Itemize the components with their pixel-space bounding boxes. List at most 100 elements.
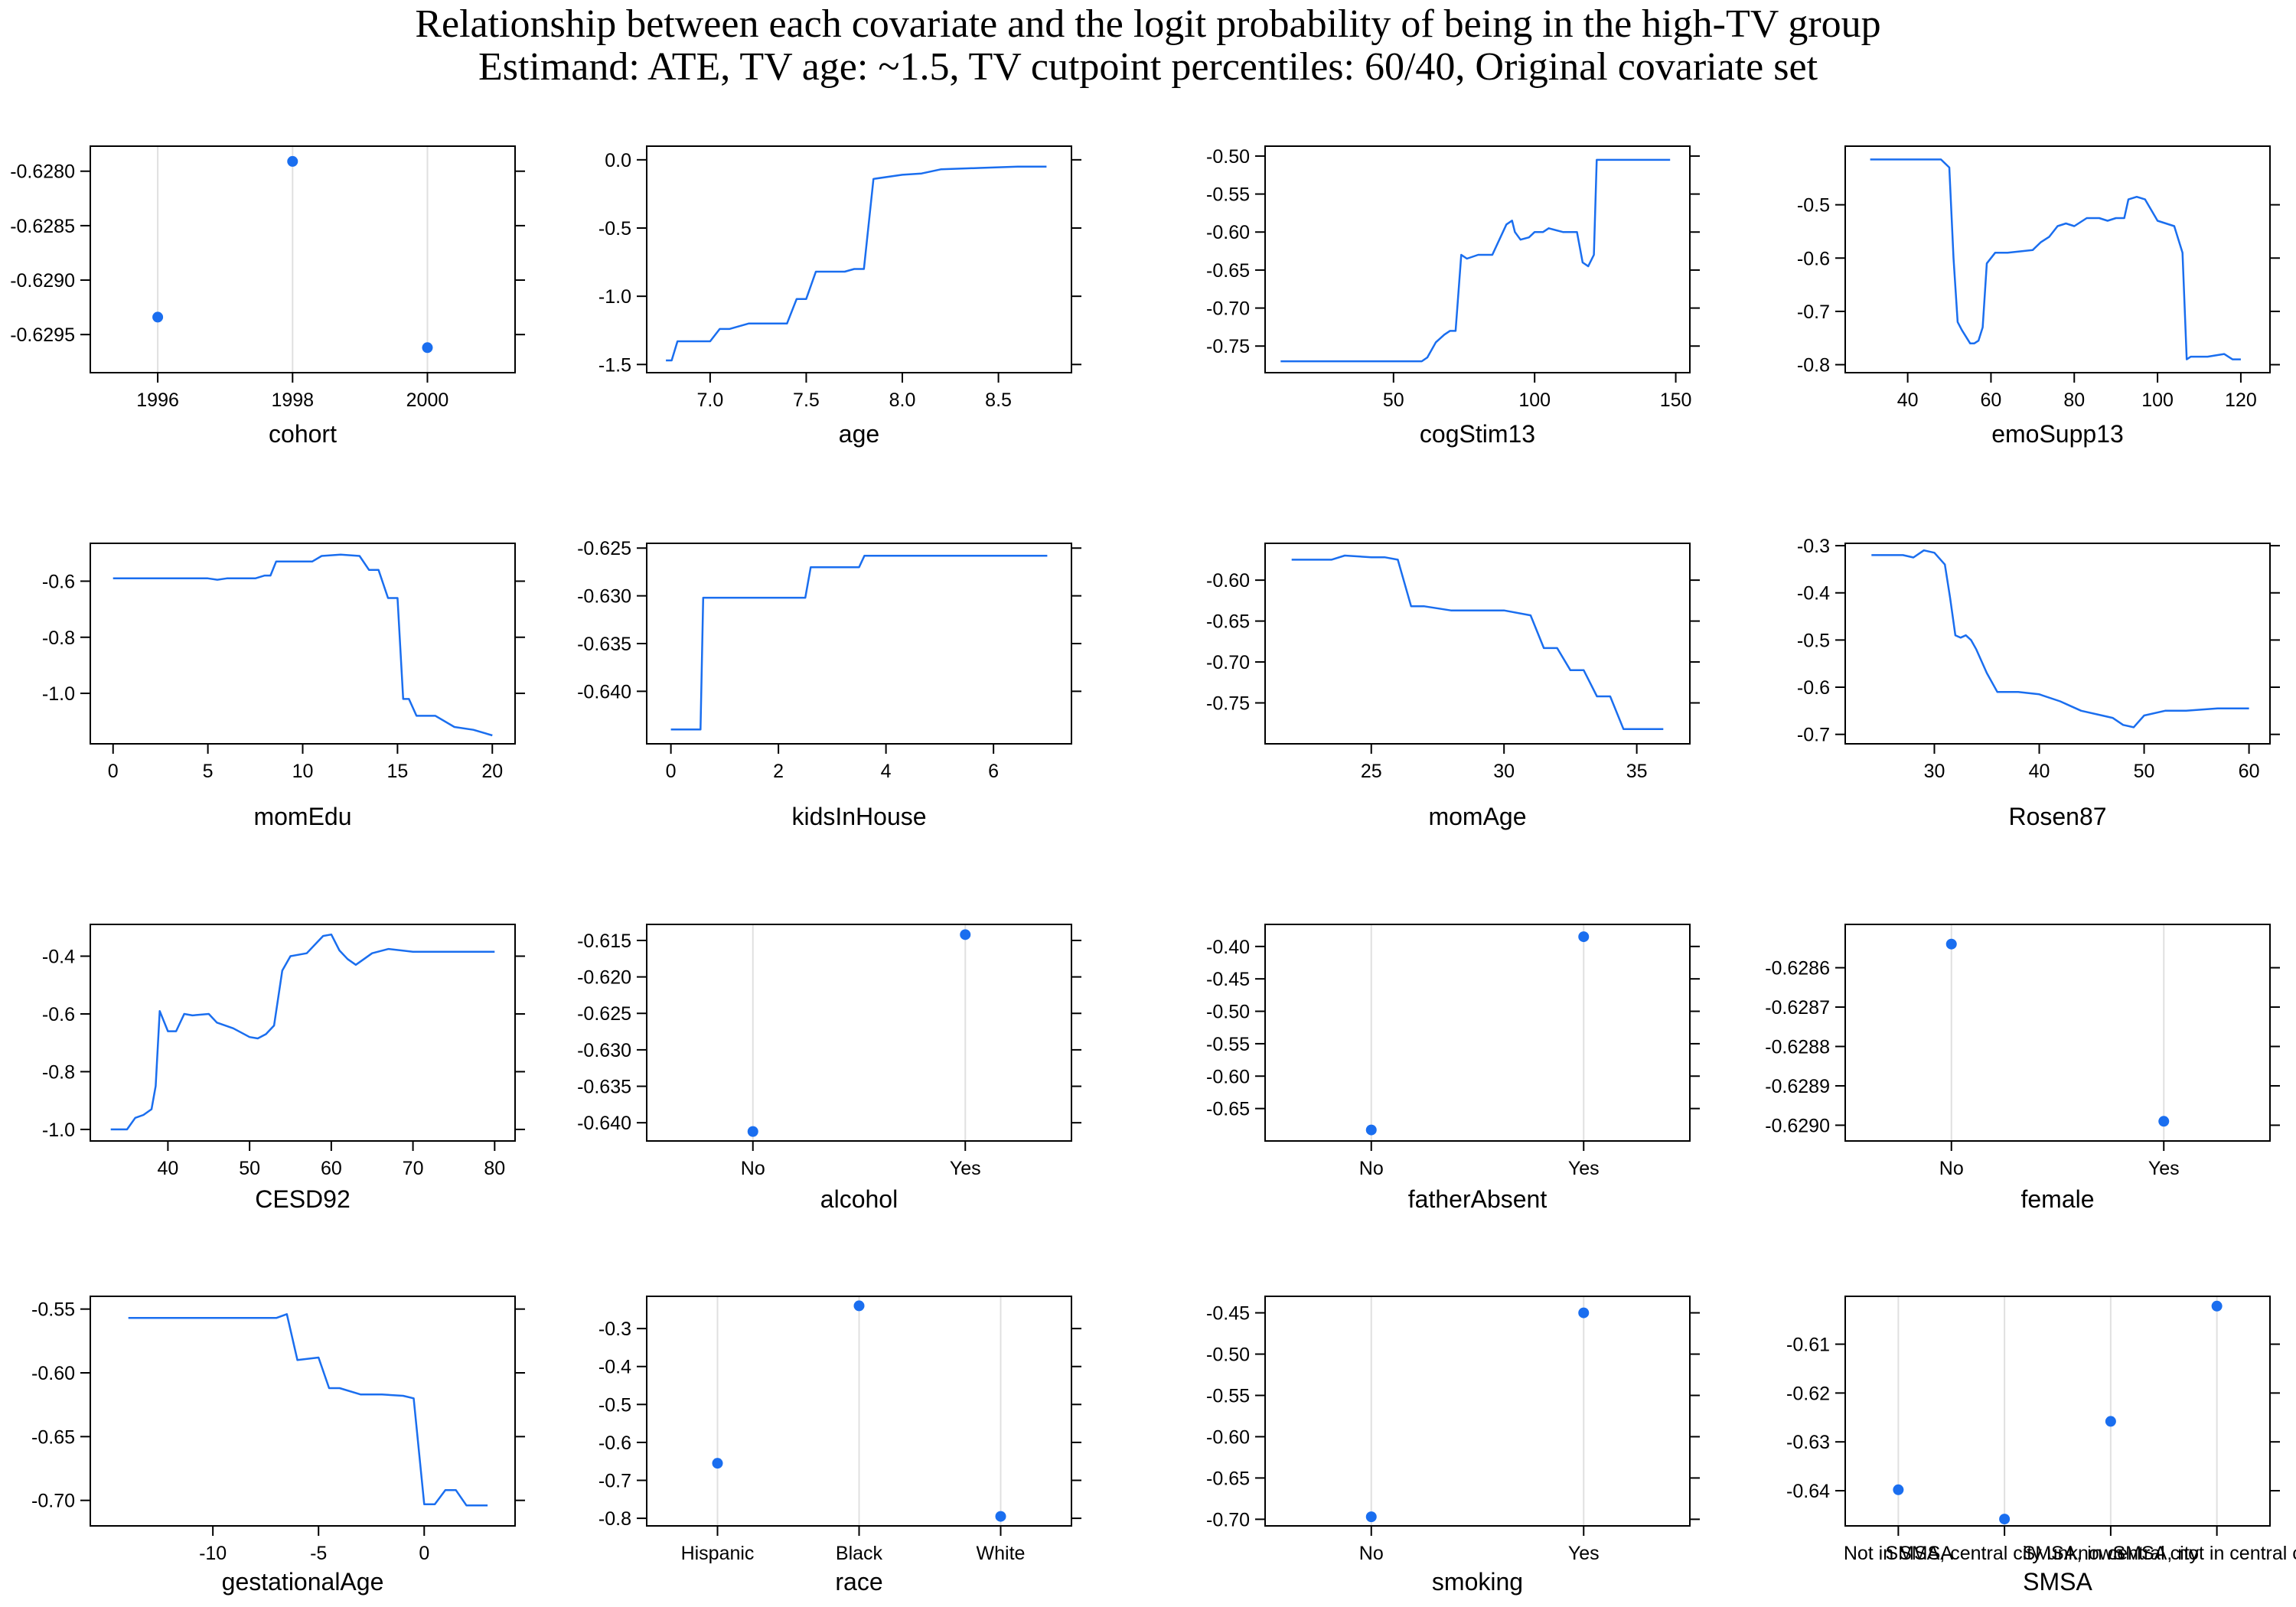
- y-tick-label: -0.4: [1797, 583, 1830, 605]
- y-tick-label: -0.635: [577, 1077, 631, 1098]
- x-tick-label: 80: [2063, 390, 2085, 411]
- data-point: [1945, 938, 1957, 950]
- panel-frame: [90, 1296, 516, 1527]
- y-tick-label: -0.6: [42, 571, 75, 592]
- panel-female: No Yes -0.6286 -0.6287 -0.6288 -0.6289 -0.6290…: [1765, 924, 2280, 1213]
- x-tick-label: Yes: [1568, 1543, 1600, 1564]
- x-tick-label: 100: [1518, 390, 1551, 411]
- panel-frame: [1844, 1296, 2271, 1527]
- y-tick-label: -0.45: [1206, 1303, 1250, 1325]
- panel-frame: [1264, 924, 1691, 1142]
- data-point: [1578, 931, 1590, 943]
- y-tick-label: -1.0: [42, 683, 75, 705]
- panel-frame: [1844, 543, 2271, 745]
- x-tick-label: 30: [1924, 761, 1945, 782]
- x-axis-title: CESD92: [255, 1185, 351, 1213]
- y-tick-label: -0.5: [1797, 195, 1830, 217]
- panel-fatherAbsent: No Yes -0.40 -0.45 -0.50 -0.55 -0.60 -0.65 fathe…: [1206, 924, 1700, 1213]
- y-tick-label: -0.65: [1206, 1468, 1250, 1489]
- x-tick-label: 50: [2134, 761, 2155, 782]
- x-tick-label: 60: [2239, 761, 2260, 782]
- panel-cogStim13: 50 100 150 -0.50 -0.55 -0.60 -0.65 -0.70 -0.75 co…: [1206, 145, 1700, 448]
- y-tick-label: -0.630: [577, 586, 631, 608]
- y-tick-label: -0.6285: [10, 216, 75, 237]
- y-tick-label: -0.7: [1797, 725, 1830, 746]
- x-tick-label: 30: [1493, 761, 1515, 782]
- x-tick-label: 50: [1383, 390, 1404, 411]
- data-point: [1365, 1124, 1377, 1136]
- x-tick-label: 50: [239, 1158, 260, 1179]
- x-axis-title: fatherAbsent: [1408, 1185, 1548, 1213]
- x-tick-label: SMSA, central city unknown: [1886, 1543, 2124, 1564]
- series-line: [110, 933, 495, 1131]
- y-tick-label: -0.8: [1797, 355, 1830, 376]
- y-tick-label: -0.60: [1206, 1066, 1250, 1087]
- x-tick-label: 40: [1897, 390, 1919, 411]
- x-tick-label: 7.0: [696, 390, 723, 411]
- data-point: [712, 1458, 723, 1469]
- panel-frame: [646, 543, 1072, 745]
- panel-frame: [1844, 145, 2271, 373]
- data-point: [1365, 1511, 1377, 1523]
- y-tick-label: -0.6286: [1765, 958, 1830, 980]
- x-axis-title: momEdu: [253, 803, 351, 830]
- x-tick-label: Black: [836, 1543, 883, 1564]
- y-tick-label: -0.60: [1206, 570, 1250, 592]
- data-point: [1578, 1307, 1590, 1319]
- y-tick-label: -0.65: [31, 1426, 75, 1448]
- y-tick-label: -0.45: [1206, 969, 1250, 990]
- y-tick-label: -0.6287: [1765, 997, 1830, 1019]
- panel-race: Hispanic Black White -0.3 -0.4 -0.5 -0.6 -0.7 -0…: [598, 1296, 1081, 1596]
- x-axis-title: gestationalAge: [222, 1568, 384, 1596]
- panel-cohort: 1996 1998 2000 -0.6280 -0.6285 -0.6290 -0.6295…: [10, 145, 525, 448]
- panel-Rosen87: 30 40 50 60 -0.3 -0.4 -0.5 -0.6 -0.7 Rosen87: [1797, 536, 2280, 830]
- panel-frame: [1264, 145, 1691, 373]
- x-axis-title: age: [839, 420, 879, 448]
- x-tick-label: 20: [481, 761, 503, 782]
- series-line: [1870, 158, 2241, 360]
- y-tick-label: -0.5: [598, 1394, 631, 1416]
- panel-kidsInHouse: 0 2 4 6 -0.625 -0.630 -0.635 -0.640 kidsInHouse: [577, 538, 1081, 830]
- x-tick-label: 10: [292, 761, 314, 782]
- y-tick-label: -0.615: [577, 931, 631, 952]
- y-tick-label: -0.635: [577, 634, 631, 655]
- panel-frame: [646, 924, 1072, 1142]
- x-tick-label: SMSA, in central city: [2023, 1543, 2200, 1564]
- x-tick-label: 100: [2141, 390, 2174, 411]
- y-tick-label: -0.8: [42, 1061, 75, 1083]
- panel-momEdu: 0 5 10 15 20 -0.6 -0.8 -1.0 momEdu: [42, 543, 525, 830]
- x-tick-label: No: [1939, 1158, 1964, 1179]
- y-tick-label: -0.61: [1786, 1335, 1830, 1356]
- x-tick-label: 4: [881, 761, 892, 782]
- x-axis-title: SMSA: [2023, 1568, 2092, 1596]
- x-tick-label: 1996: [136, 390, 179, 411]
- series-line: [1291, 554, 1664, 731]
- data-point: [2105, 1416, 2116, 1427]
- data-point: [2211, 1300, 2223, 1312]
- panel-frame: [1844, 924, 2271, 1142]
- y-tick-label: -0.6288: [1765, 1037, 1830, 1058]
- y-tick-label: -0.70: [31, 1491, 75, 1512]
- x-axis-title: emoSupp13: [1991, 420, 2124, 448]
- y-tick-label: -0.3: [1797, 536, 1830, 557]
- series-line: [666, 165, 1047, 362]
- data-point: [287, 155, 298, 167]
- y-tick-label: -1.0: [598, 286, 631, 308]
- data-point: [2158, 1116, 2170, 1127]
- panel-age: 7.0 7.5 8.0 8.5 0.0 -0.5 -1.0 -1.5 age: [598, 145, 1081, 448]
- y-tick-label: -0.40: [1206, 937, 1250, 958]
- y-tick-label: -0.640: [577, 681, 631, 702]
- y-tick-label: -0.630: [577, 1040, 631, 1061]
- x-axis-title: female: [2020, 1185, 2094, 1213]
- y-tick-label: -0.70: [1206, 298, 1250, 320]
- panel-frame: [1264, 1296, 1691, 1527]
- x-tick-label: 5: [203, 761, 214, 782]
- x-tick-label: 60: [321, 1158, 342, 1179]
- x-axis-title: Rosen87: [2008, 803, 2106, 830]
- x-tick-label: 150: [1660, 390, 1692, 411]
- x-tick-label: Hispanic: [681, 1543, 755, 1564]
- x-tick-label: -10: [199, 1543, 227, 1564]
- y-tick-label: -0.6295: [10, 324, 75, 346]
- y-tick-label: -0.50: [1206, 146, 1250, 168]
